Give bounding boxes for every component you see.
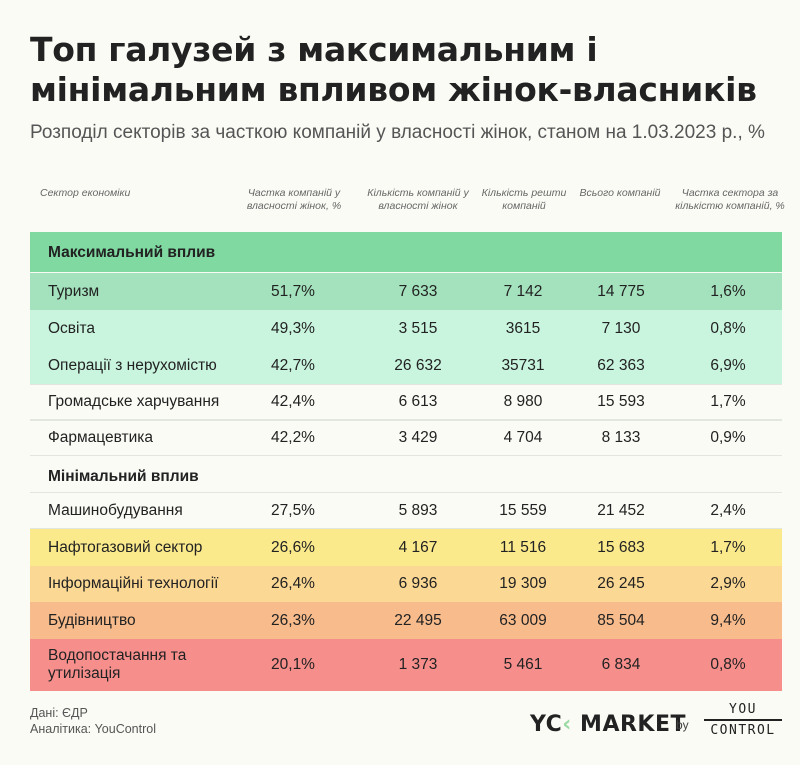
table-cell-sector-share: 0,8% <box>710 320 746 337</box>
table-cell-women: 5 893 <box>398 502 438 519</box>
table-cell-women: 26 632 <box>394 357 442 374</box>
group-label-max: Максимальний вплив <box>48 244 216 261</box>
table-cell-women: 3 429 <box>398 429 438 446</box>
row-divider <box>30 384 782 385</box>
footer-source: Дані: ЄДР <box>30 706 88 720</box>
table-cell-women: 22 495 <box>394 612 442 629</box>
table-cell-share: 26,6% <box>271 539 315 556</box>
table-cell-women: 1 373 <box>398 656 438 673</box>
table-cell-share: 42,2% <box>271 429 315 446</box>
column-header-women: Кількість компаній у власності жінок <box>367 187 469 212</box>
table-cell-sector: Туризм <box>48 283 100 300</box>
table-cell-sector-share: 1,6% <box>710 283 746 300</box>
table-cell-women: 4 167 <box>398 539 438 556</box>
table-cell-total: 26 245 <box>597 575 645 592</box>
row-divider <box>30 455 782 456</box>
group-label-min: Мінімальний вплив <box>48 468 199 485</box>
table-cell-sector-share: 0,8% <box>710 656 746 673</box>
table-cell-sector-share: 2,4% <box>710 502 746 519</box>
table-cell-sector-share: 9,4% <box>710 612 746 629</box>
table-cell-others: 5 461 <box>503 656 543 673</box>
group-band-max <box>30 232 782 272</box>
table-row-band <box>30 529 782 566</box>
column-header-others: Кількість решти компаній <box>481 187 567 212</box>
table-cell-sector: Операції з нерухомістю <box>48 357 217 374</box>
column-header-total: Всього компаній <box>579 187 661 199</box>
table-cell-women: 7 633 <box>398 283 438 300</box>
by-label: by <box>676 718 689 732</box>
table-row-band <box>30 639 782 691</box>
table-cell-others: 35731 <box>501 357 545 374</box>
chart-title: Топ галузей з максимальним і мінімальним… <box>30 30 757 109</box>
footer-analytics: Аналітика: YouControl <box>30 722 157 736</box>
table-cell-others: 3615 <box>505 320 541 337</box>
table-row-band <box>30 566 782 602</box>
column-header-share: Частка компаній у власності жінок, % <box>246 187 342 212</box>
table-cell-others: 4 704 <box>503 429 543 446</box>
youcontrol-logo: YOU CONTROL <box>704 702 782 738</box>
table-cell-sector: Нафтогазовий сектор <box>48 539 203 556</box>
table-cell-sector: Машинобудування <box>48 502 183 519</box>
row-divider <box>30 492 782 493</box>
table-cell-share: 49,3% <box>271 320 315 337</box>
table-cell-sector-share: 6,9% <box>710 357 746 374</box>
table-row-band <box>30 273 782 310</box>
yc-market-logo: YC‹ MARKET <box>530 712 686 737</box>
table-cell-share: 42,7% <box>271 357 315 374</box>
table-cell-total: 62 363 <box>597 357 645 374</box>
table-cell-sector: Інформаційні технології <box>48 575 219 592</box>
row-divider <box>30 420 782 421</box>
table-cell-women: 6 613 <box>398 393 438 410</box>
row-divider <box>30 419 782 420</box>
table-cell-total: 8 133 <box>601 429 641 446</box>
table-cell-total: 21 452 <box>597 502 645 519</box>
table-cell-share: 51,7% <box>271 283 315 300</box>
table-cell-share: 42,4% <box>271 393 315 410</box>
table-cell-share: 27,5% <box>271 502 315 519</box>
table-row-band <box>30 310 782 347</box>
chart-subtitle: Розподіл секторів за часткою компаній у … <box>30 122 765 143</box>
row-divider <box>30 528 782 529</box>
table-cell-others: 19 309 <box>499 575 547 592</box>
table-cell-total: 6 834 <box>601 656 641 673</box>
table-cell-sector: Освіта <box>48 320 96 337</box>
table-cell-total: 7 130 <box>601 320 641 337</box>
table-cell-sector-share: 1,7% <box>710 539 746 556</box>
table-cell-sector: Будівництво <box>48 612 136 629</box>
table-cell-sector-share: 1,7% <box>710 393 746 410</box>
table-cell-total: 14 775 <box>597 283 645 300</box>
table-cell-others: 15 559 <box>499 502 547 519</box>
table-cell-others: 8 980 <box>503 393 543 410</box>
table-cell-share: 26,4% <box>271 575 315 592</box>
table-cell-others: 11 516 <box>499 539 547 556</box>
table-cell-women: 3 515 <box>398 320 438 337</box>
table-cell-total: 85 504 <box>597 612 645 629</box>
table-cell-share: 20,1% <box>271 656 315 673</box>
table-cell-sector: Фармацевтика <box>48 429 154 446</box>
table-cell-sector-share: 2,9% <box>710 575 746 592</box>
table-cell-others: 7 142 <box>503 283 543 300</box>
table-cell-total: 15 593 <box>597 393 645 410</box>
table-cell-total: 15 683 <box>597 539 645 556</box>
table-cell-others: 63 009 <box>499 612 547 629</box>
table-cell-sector-share: 0,9% <box>710 429 746 446</box>
table-cell-share: 26,3% <box>271 612 315 629</box>
column-header-sector-share: Частка сектора за кількістю компаній, % <box>675 187 785 212</box>
table-cell-sector: Громадське харчування <box>48 393 220 410</box>
table-cell-women: 6 936 <box>398 575 438 592</box>
table-cell-sector: Водопостачання та утилізація <box>48 647 187 682</box>
table-row-band <box>30 602 782 639</box>
column-header-sector: Сектор економіки <box>40 187 131 199</box>
table-row-band <box>30 347 782 384</box>
